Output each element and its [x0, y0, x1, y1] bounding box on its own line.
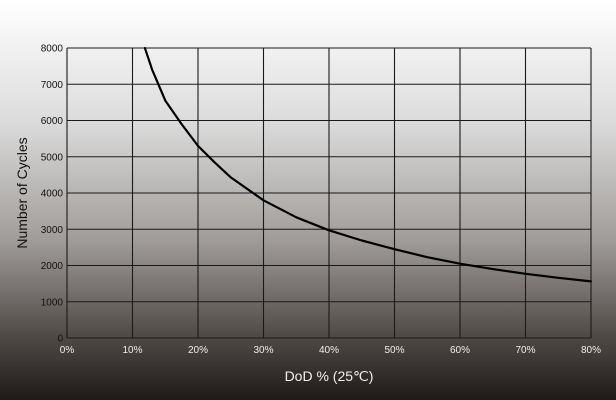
y-tick-label: 1000 — [41, 297, 64, 308]
y-tick-label: 7000 — [41, 80, 64, 91]
x-tick-label: 70% — [515, 345, 535, 356]
y-tick-label: 0 — [57, 334, 63, 345]
y-tick-label: 5000 — [41, 152, 64, 163]
y-tick-label: 3000 — [41, 225, 64, 236]
x-tick-label: 40% — [319, 345, 339, 356]
x-tick-label: 10% — [122, 345, 142, 356]
y-tick-label: 8000 — [41, 44, 64, 55]
x-tick-label: 80% — [581, 345, 601, 356]
x-tick-label: 50% — [384, 345, 404, 356]
x-axis-title: DoD % (25℃) — [285, 368, 374, 384]
x-tick-label: 60% — [450, 345, 470, 356]
series-layer — [143, 46, 593, 283]
y-axis-title: Number of Cycles — [14, 137, 30, 248]
y-tick-label: 6000 — [41, 116, 64, 127]
tick-labels: 0% 10% 20% 30% 40% 50% 60% 70% 80% 0 1000 2000 3000 4… — [41, 44, 601, 357]
x-tick-label: 20% — [188, 345, 208, 356]
y-tick-label: 4000 — [41, 189, 64, 200]
y-tick-label: 2000 — [41, 261, 64, 272]
x-tick-label: 30% — [253, 345, 273, 356]
x-tick-label: 0% — [60, 345, 75, 356]
cycles-curve — [143, 46, 593, 283]
